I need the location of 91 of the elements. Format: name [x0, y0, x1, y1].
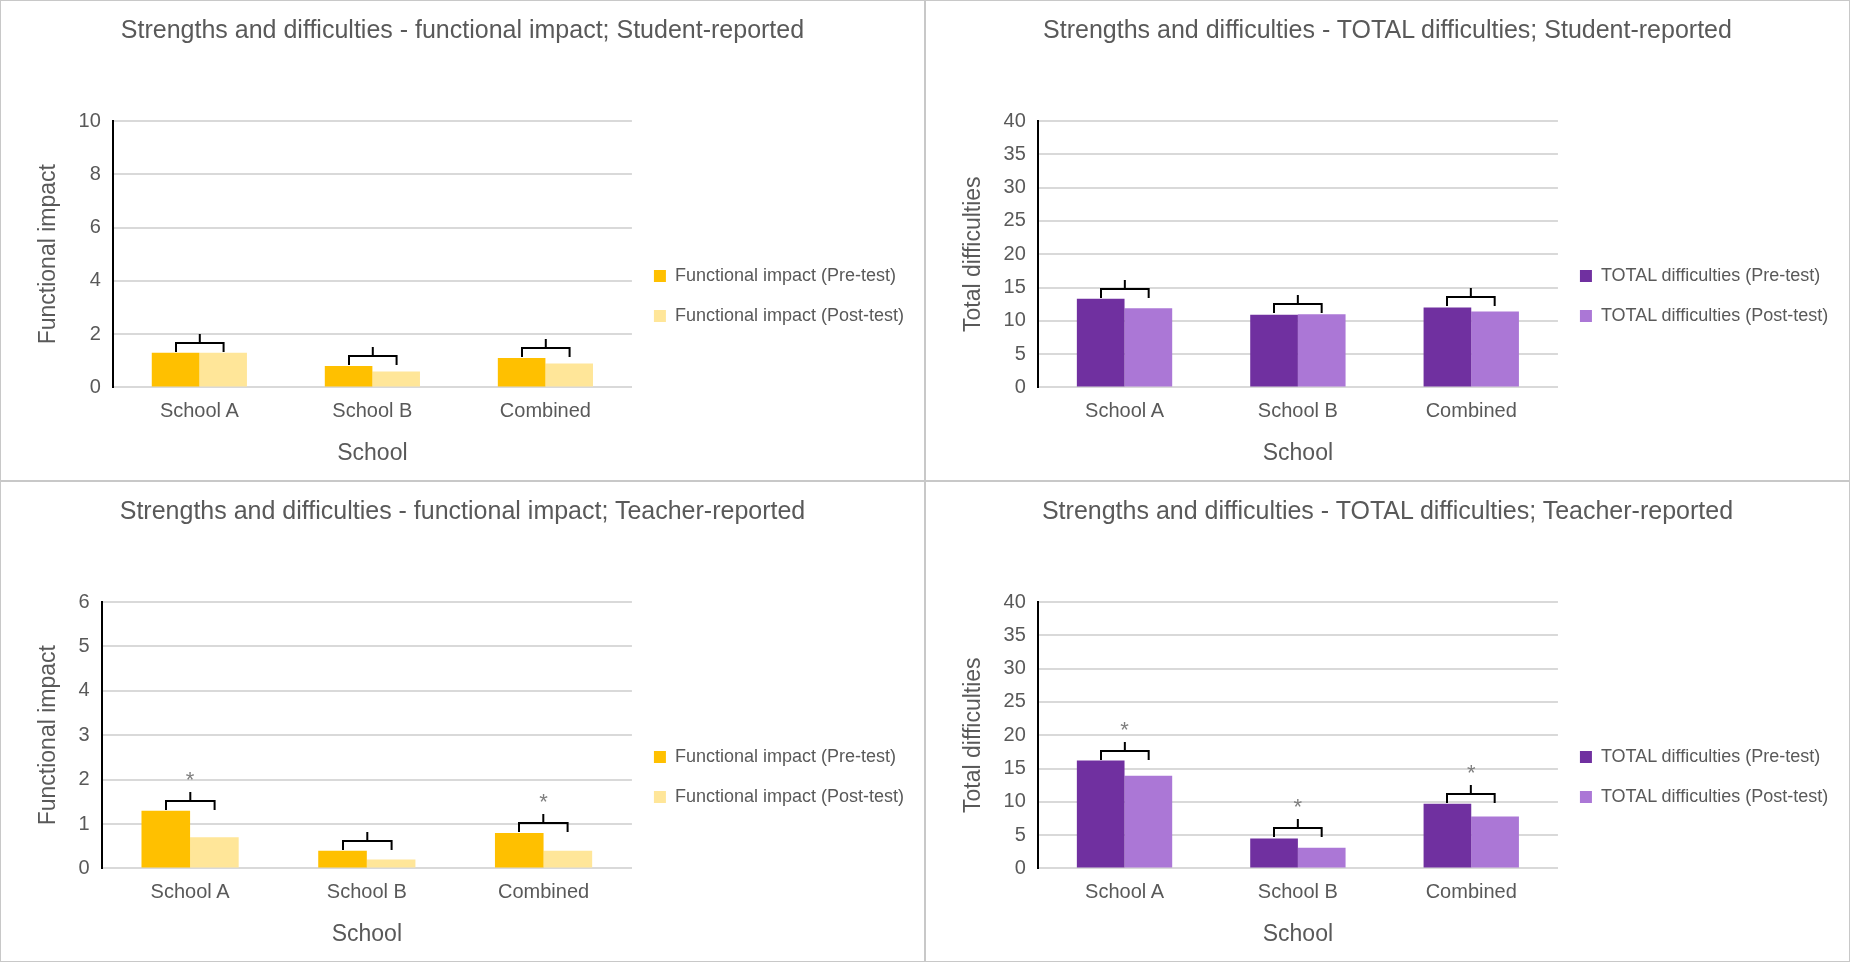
bar: [1423, 307, 1472, 387]
legend-label: TOTAL difficulties (Pre-test): [1600, 264, 1821, 285]
x-tick-label: School B: [1257, 398, 1338, 421]
y-tick-label: 4: [89, 268, 101, 291]
legend-label: TOTAL difficulties (Pre-test): [1600, 745, 1821, 766]
bar: [1471, 311, 1519, 387]
bar: [151, 352, 200, 387]
bar: [1076, 298, 1125, 387]
y-tick-label: 25: [1003, 208, 1026, 231]
annotation: *: [1120, 716, 1130, 742]
y-tick-label: 40: [1003, 589, 1026, 612]
y-tick-label: 15: [1003, 756, 1026, 779]
x-tick-label: School A: [1085, 879, 1165, 902]
bar: [1124, 775, 1173, 868]
legend-label: TOTAL difficulties (Post-test): [1600, 785, 1829, 806]
x-tick-label: School A: [1085, 398, 1165, 421]
legend-label: Functional impact (Pre-test): [674, 745, 896, 766]
y-tick-label: 2: [89, 321, 101, 344]
legend-label: Functional impact (Pre-test): [674, 264, 896, 285]
y-tick-label: 6: [89, 215, 101, 238]
y-tick-label: 25: [1003, 689, 1026, 712]
y-tick-label: 0: [1014, 374, 1026, 397]
x-tick-label: Combined: [1425, 879, 1517, 902]
x-axis-title: School: [331, 919, 402, 946]
bar: [545, 363, 593, 387]
bar: [190, 837, 239, 868]
x-tick-label: Combined: [497, 879, 590, 902]
annotation: *: [1466, 759, 1476, 785]
bar: [1124, 308, 1173, 387]
y-tick-label: 15: [1003, 275, 1026, 298]
bar: [497, 358, 546, 387]
bar: [1297, 314, 1346, 387]
bar: [1423, 803, 1472, 868]
y-tick-label: 5: [1014, 822, 1026, 845]
y-tick-label: 40: [1003, 108, 1026, 131]
annotation: *: [185, 766, 195, 792]
x-tick-label: Combined: [1425, 398, 1517, 421]
y-tick-label: 1: [78, 811, 90, 834]
y-tick-label: 0: [78, 855, 90, 878]
y-tick-label: 35: [1003, 622, 1026, 645]
x-tick-label: School B: [332, 398, 413, 421]
y-tick-label: 0: [1014, 855, 1026, 878]
x-axis-title: School: [1262, 438, 1334, 465]
bar: [324, 366, 373, 387]
x-tick-label: School B: [326, 879, 407, 902]
x-tick-label: School B: [1257, 879, 1338, 902]
chart-title: Strengths and difficulties - TOTAL difficulties; Teacher-reported: [1040, 495, 1735, 526]
y-tick-label: 4: [78, 678, 90, 701]
annotation: *: [539, 788, 549, 814]
x-tick-label: School A: [159, 398, 240, 421]
y-tick-label: 5: [78, 633, 90, 656]
chart-title: Strengths and difficulties - functional impact; Student-reported: [119, 14, 806, 45]
y-tick-label: 3: [78, 722, 90, 745]
x-tick-label: School A: [150, 879, 231, 902]
chart-title: Strengths and difficulties - TOTAL difficulties; Student-reported: [1042, 14, 1733, 45]
bar: [1250, 838, 1298, 868]
bar: [494, 832, 544, 868]
chart-title: Strengths and difficulties - functional impact; Teacher-reported: [118, 495, 807, 526]
legend-label: Functional impact (Post-test): [674, 304, 904, 325]
bar: [1297, 847, 1346, 868]
annotation: *: [1293, 794, 1303, 820]
legend-label: Functional impact (Post-test): [674, 785, 904, 806]
legend-label: TOTAL difficulties (Post-test): [1600, 304, 1829, 325]
bar: [1076, 760, 1125, 868]
y-tick-label: 6: [78, 589, 90, 612]
y-tick-label: 5: [1014, 341, 1026, 364]
bar: [372, 371, 420, 387]
bar: [141, 810, 191, 868]
y-tick-label: 20: [1003, 722, 1026, 745]
y-axis-title: Functional impact: [34, 163, 61, 345]
x-axis-title: School: [337, 438, 408, 465]
bar: [543, 850, 593, 868]
y-axis-title: Functional impact: [34, 644, 61, 826]
y-tick-label: 10: [78, 108, 101, 131]
y-tick-label: 10: [1003, 789, 1026, 812]
y-tick-label: 20: [1003, 241, 1026, 264]
y-tick-label: 35: [1003, 141, 1026, 164]
y-tick-label: 30: [1003, 175, 1026, 198]
y-tick-label: 8: [89, 161, 101, 184]
y-axis-title: Total difficulties: [959, 657, 986, 813]
y-tick-label: 30: [1003, 656, 1026, 679]
bar: [1471, 816, 1519, 868]
bar: [318, 850, 367, 868]
y-tick-label: 0: [89, 374, 101, 397]
y-tick-label: 2: [78, 767, 90, 790]
bar: [1250, 314, 1298, 387]
x-tick-label: Combined: [499, 398, 591, 421]
bar: [199, 352, 247, 387]
y-tick-label: 10: [1003, 308, 1026, 331]
y-axis-title: Total difficulties: [959, 176, 986, 332]
x-axis-title: School: [1262, 919, 1334, 946]
